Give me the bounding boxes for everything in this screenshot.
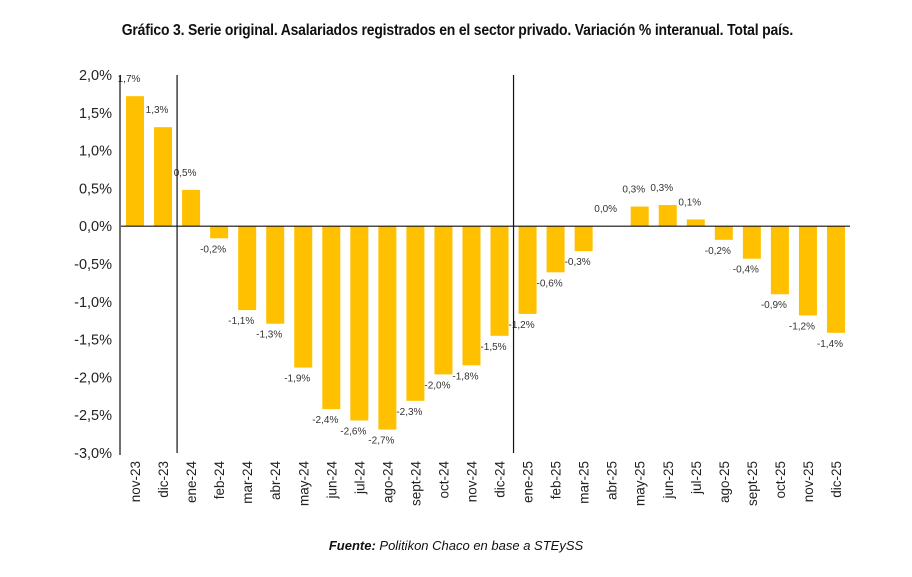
data-label-nov-25: -1,2% bbox=[789, 321, 815, 332]
data-label-oct-25: -0,9% bbox=[761, 300, 787, 311]
chart-title: Gráfico 3. Serie original. Asalariados r… bbox=[121, 22, 794, 39]
x-tick-label-mar-24: mar-24 bbox=[240, 461, 255, 504]
x-tick-label-mar-25: mar-25 bbox=[577, 461, 592, 504]
bar-nov-25 bbox=[798, 226, 817, 316]
y-tick-label: 1,5% bbox=[79, 106, 112, 122]
x-tick-label-dic-24: dic-24 bbox=[493, 461, 508, 498]
data-label-nov-23: 1,7% bbox=[118, 74, 141, 85]
bar-chart: 1,7%1,3%0,5%-0,2%-1,1%-1,3%-1,9%-2,4%-2,… bbox=[74, 68, 850, 507]
x-tick-label-ene-24: ene-24 bbox=[184, 461, 199, 504]
data-label-jun-25: 0,3% bbox=[650, 183, 673, 194]
x-tick-label-nov-24: nov-24 bbox=[464, 461, 479, 503]
bar-dic-25 bbox=[826, 226, 845, 333]
bar-jul-25 bbox=[686, 219, 705, 227]
y-tick-label: 1,0% bbox=[79, 144, 112, 160]
data-label-jul-25: 0,1% bbox=[678, 197, 701, 208]
data-label-abr-25: 0,0% bbox=[594, 204, 617, 215]
bar-may-25 bbox=[630, 206, 649, 227]
source-text: Politikon Chaco en base a STEySS bbox=[375, 538, 584, 553]
y-tick-label: 0,5% bbox=[79, 181, 112, 197]
x-tick-label-may-25: may-25 bbox=[633, 461, 648, 506]
x-tick-label-feb-25: feb-25 bbox=[549, 461, 564, 499]
data-label-feb-24: -0,2% bbox=[200, 244, 226, 255]
data-label-jun-24: -2,4% bbox=[312, 415, 338, 426]
x-tick-label-jun-24: jun-24 bbox=[324, 461, 339, 500]
bar-ago-24 bbox=[378, 226, 397, 430]
bar-jun-24 bbox=[322, 226, 341, 410]
y-tick-label: 2,0% bbox=[79, 68, 112, 84]
bar-mar-25 bbox=[574, 226, 593, 252]
x-tick-label-jul-24: jul-24 bbox=[352, 461, 367, 496]
data-label-dic-24: -1,5% bbox=[480, 342, 506, 353]
bar-nov-24 bbox=[462, 226, 481, 366]
data-label-dic-23: 1,3% bbox=[146, 105, 169, 116]
data-label-mar-25: -0,3% bbox=[565, 257, 591, 268]
x-tick-label-abr-25: abr-25 bbox=[605, 461, 620, 500]
data-label-sept-24: -2,3% bbox=[396, 407, 422, 418]
data-label-sept-25: -0,4% bbox=[733, 265, 759, 276]
data-label-ene-25: -1,2% bbox=[508, 320, 534, 331]
y-tick-label: -1,5% bbox=[74, 333, 112, 349]
bar-dic-23 bbox=[154, 127, 173, 227]
x-tick-label-abr-24: abr-24 bbox=[268, 461, 283, 501]
year-separators bbox=[176, 75, 515, 453]
y-axis-ticks: 2,0% 1,5% 1,0% 0,5% 0,0% -0,5% -1,0% -1,5% -2,0%… bbox=[74, 68, 112, 462]
data-label-abr-24: -1,3% bbox=[256, 330, 282, 341]
x-tick-label-feb-24: feb-24 bbox=[212, 461, 227, 500]
data-label-dic-25: -1,4% bbox=[817, 339, 843, 350]
source-note: Fuente: Politikon Chaco en base a STEySS bbox=[0, 538, 912, 553]
x-tick-label-nov-25: nov-25 bbox=[801, 461, 816, 502]
bars-group bbox=[126, 96, 845, 430]
data-label-feb-25: -0,6% bbox=[537, 278, 563, 289]
x-tick-label-jun-25: jun-25 bbox=[661, 461, 676, 500]
x-tick-label-nov-23: nov-23 bbox=[128, 461, 143, 502]
bar-oct-25 bbox=[770, 226, 789, 295]
x-tick-label-ene-25: ene-25 bbox=[521, 461, 536, 503]
data-label-ene-24: 0,5% bbox=[174, 168, 197, 179]
x-axis-ticks: nov-23 dic-23 ene-24 feb-24 mar-24 abr-24 may-… bbox=[128, 461, 844, 507]
bar-sept-24 bbox=[406, 226, 425, 401]
data-labels-group: 1,7%1,3%0,5%-0,2%-1,1%-1,3%-1,9%-2,4%-2,… bbox=[118, 74, 844, 446]
x-tick-label-dic-25: dic-25 bbox=[829, 461, 844, 498]
bar-ene-25 bbox=[518, 226, 537, 314]
x-tick-label-sept-24: sept-24 bbox=[408, 461, 423, 507]
x-tick-label-oct-25: oct-25 bbox=[773, 461, 788, 499]
x-tick-label-dic-23: dic-23 bbox=[156, 461, 171, 498]
bar-mar-24 bbox=[238, 226, 257, 311]
data-label-ago-24: -2,7% bbox=[368, 436, 394, 447]
x-tick-label-ago-25: ago-25 bbox=[717, 461, 732, 503]
x-tick-label-jul-25: jul-25 bbox=[689, 461, 704, 495]
data-label-may-25: 0,3% bbox=[622, 185, 645, 196]
y-tick-label: 0,0% bbox=[79, 219, 112, 235]
x-tick-label-sept-25: sept-25 bbox=[745, 461, 760, 506]
y-tick-label: -2,5% bbox=[74, 408, 112, 424]
bar-jul-24 bbox=[350, 226, 369, 421]
bar-nov-23 bbox=[126, 96, 145, 227]
bar-oct-24 bbox=[434, 226, 453, 375]
data-label-jul-24: -2,6% bbox=[340, 426, 366, 437]
bar-abr-24 bbox=[266, 226, 285, 324]
x-tick-label-ago-24: ago-24 bbox=[380, 461, 395, 504]
y-tick-label: -2,0% bbox=[74, 370, 112, 386]
y-tick-label: -3,0% bbox=[74, 446, 112, 462]
bar-feb-24 bbox=[210, 226, 229, 239]
data-label-nov-24: -1,8% bbox=[452, 371, 478, 382]
data-label-oct-24: -2,0% bbox=[424, 380, 450, 391]
bar-sept-25 bbox=[742, 226, 761, 259]
y-tick-label: -1,0% bbox=[74, 295, 112, 311]
data-label-mar-24: -1,1% bbox=[228, 316, 254, 327]
x-tick-label-oct-24: oct-24 bbox=[436, 461, 451, 499]
bar-jun-25 bbox=[658, 205, 677, 227]
data-label-ago-25: -0,2% bbox=[705, 246, 731, 257]
bar-dic-24 bbox=[490, 226, 509, 336]
source-prefix: Fuente: bbox=[328, 538, 376, 553]
bar-feb-25 bbox=[546, 226, 565, 273]
bar-may-24 bbox=[294, 226, 313, 368]
data-label-may-24: -1,9% bbox=[284, 374, 310, 385]
bar-ene-24 bbox=[182, 189, 201, 227]
x-tick-label-may-24: may-24 bbox=[296, 461, 311, 507]
y-tick-label: -0,5% bbox=[74, 257, 112, 273]
bar-ago-25 bbox=[714, 226, 733, 240]
